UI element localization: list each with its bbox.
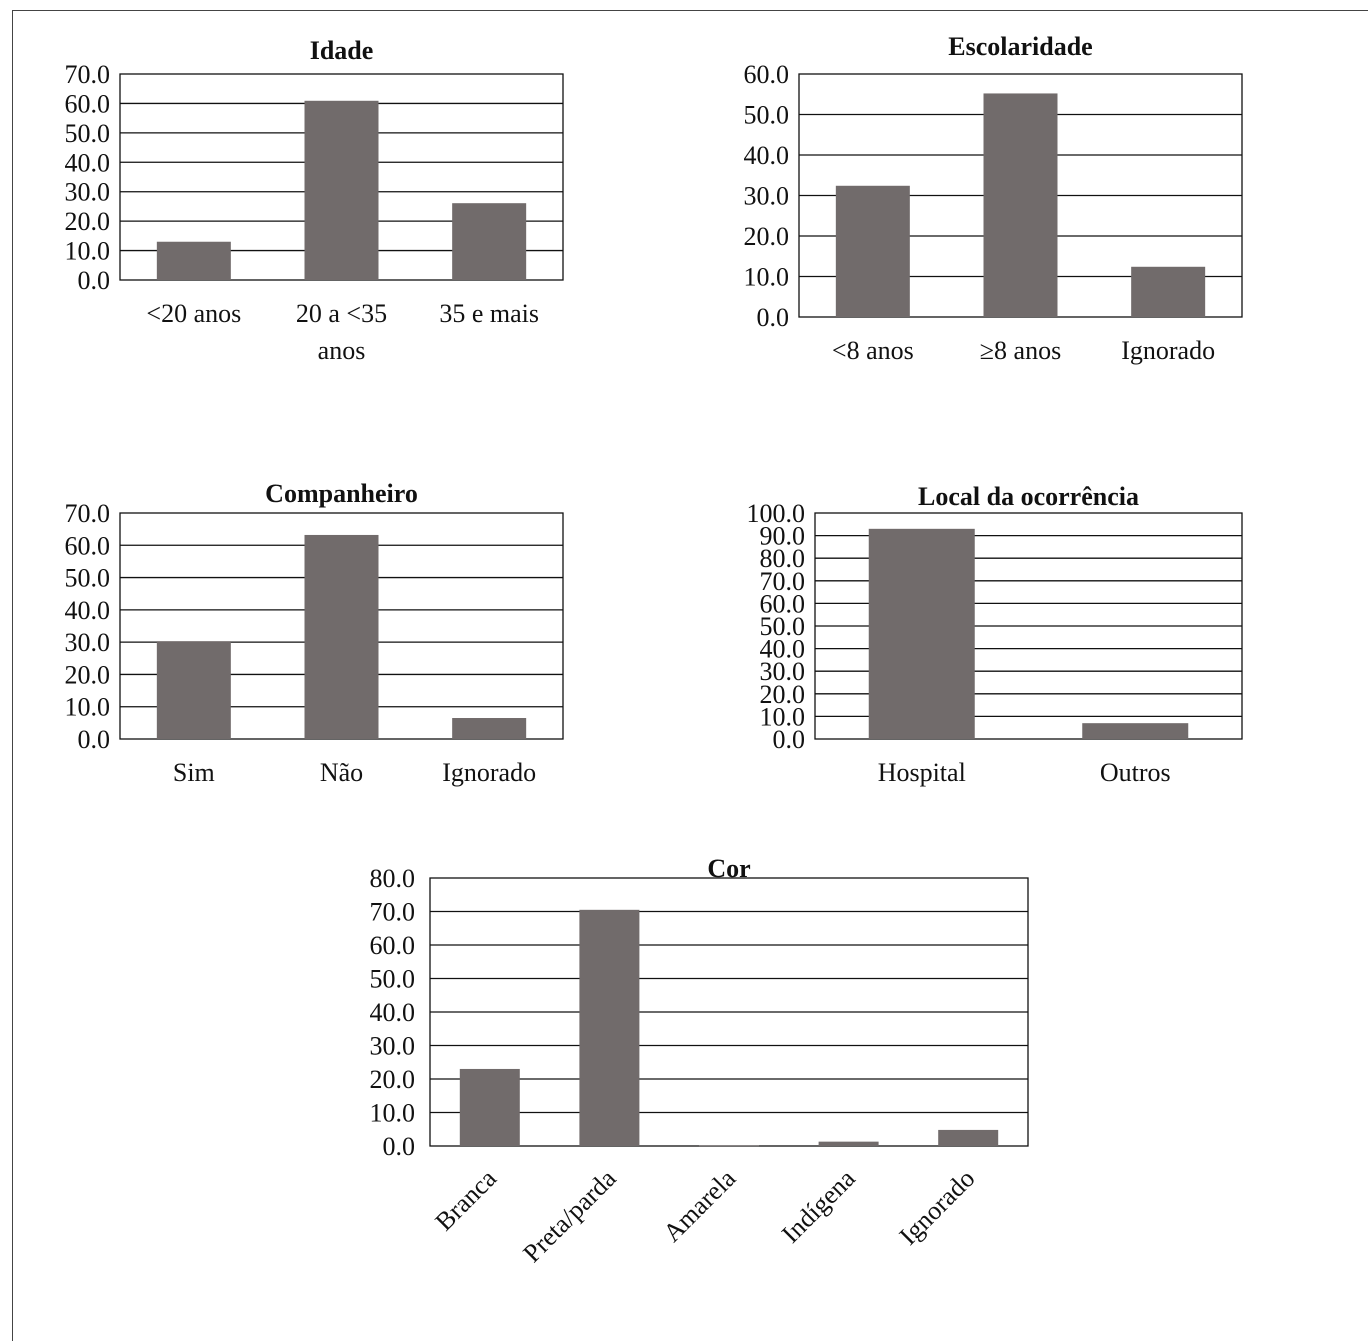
y-tick-label: 30.0 xyxy=(760,657,806,686)
y-tick-label: 40.0 xyxy=(760,635,806,664)
bar xyxy=(304,534,379,739)
y-tick-label: 80.0 xyxy=(760,544,806,573)
chart-escolaridade: Escolaridade 0.0 10.0 20.0 30.0 40.0 50.0 60.0 <… xyxy=(744,32,1243,365)
category-label: Sim xyxy=(173,758,215,787)
category-label: Outros xyxy=(1100,758,1171,787)
y-tick-label: 20.0 xyxy=(744,222,790,251)
y-tick-label: 0.0 xyxy=(78,266,111,295)
chart-idade: Idade 0.010.020.030.040.050.060.070.0 <20 … xyxy=(65,36,564,365)
y-tick-label: 40.0 xyxy=(65,148,111,177)
y-tick-label: 70.0 xyxy=(370,898,416,927)
chart-title: Local da ocorrência xyxy=(918,482,1139,511)
category-label: Ignorado xyxy=(1121,336,1215,365)
y-tick-label: 90.0 xyxy=(760,522,806,551)
y-tick-label: 50.0 xyxy=(65,119,111,148)
chart-local: Local da ocorrência 0.010.020.030.040.050… xyxy=(747,482,1243,787)
bar xyxy=(156,241,231,280)
figure-frame xyxy=(12,10,1368,1341)
bar xyxy=(983,93,1058,317)
y-tick-label: 20.0 xyxy=(65,207,111,236)
bar xyxy=(579,909,640,1146)
chart-title: Cor xyxy=(707,854,750,883)
bar xyxy=(459,1068,520,1146)
y-tick-label: 10.0 xyxy=(760,702,806,731)
y-tick-label: 60.0 xyxy=(65,531,111,560)
chart-title: Idade xyxy=(310,36,374,65)
y-tick-label: 60.0 xyxy=(370,931,416,960)
y-tick-label: 70.0 xyxy=(65,499,111,528)
y-tick-label: 20.0 xyxy=(370,1065,416,1094)
y-tick-label: 0.0 xyxy=(757,303,790,332)
chart-companheiro: Companheiro 0.0 10.0 20.0 30.0 40.0 50.0 60.0 70… xyxy=(65,479,564,787)
y-tick-label: 30.0 xyxy=(370,1032,416,1061)
y-tick-label: 50.0 xyxy=(65,564,111,593)
category-label: Indígena xyxy=(776,1163,861,1248)
y-tick-label: 10.0 xyxy=(65,693,111,722)
y-tick-label: 60.0 xyxy=(744,60,790,89)
y-tick-label: 20.0 xyxy=(760,680,806,709)
bar xyxy=(452,203,527,280)
y-tick-label: 0.0 xyxy=(773,725,806,754)
bar xyxy=(452,718,527,739)
y-tick-label: 80.0 xyxy=(370,864,416,893)
y-tick-label: 70.0 xyxy=(65,60,111,89)
y-tick-label: 40.0 xyxy=(370,998,416,1027)
y-tick-label: 40.0 xyxy=(744,141,790,170)
bar xyxy=(818,1141,879,1146)
y-tick-label: 10.0 xyxy=(370,1099,416,1128)
chart-title: Escolaridade xyxy=(948,32,1092,61)
bar xyxy=(156,641,231,739)
category-label: Ignorado xyxy=(442,758,536,787)
chart-title: Companheiro xyxy=(265,479,418,508)
bar xyxy=(938,1129,999,1146)
y-tick-label: 20.0 xyxy=(65,660,111,689)
category-label: <20 anos xyxy=(146,299,241,328)
y-tick-label: 60.0 xyxy=(760,589,806,618)
y-tick-label: 10.0 xyxy=(744,263,790,292)
category-label: anos xyxy=(318,336,366,365)
y-tick-label: 60.0 xyxy=(65,89,111,118)
y-tick-label: 40.0 xyxy=(65,596,111,625)
y-tick-label: 100.0 xyxy=(747,499,806,528)
bar xyxy=(304,100,379,280)
category-label: Amarela xyxy=(657,1163,741,1247)
category-label: Preta/parda xyxy=(517,1163,622,1268)
y-tick-label: 10.0 xyxy=(65,237,111,266)
category-label: Não xyxy=(320,758,363,787)
category-label: Hospital xyxy=(878,758,966,787)
y-tick-label: 50.0 xyxy=(744,101,790,130)
category-label: Branca xyxy=(429,1163,502,1236)
y-tick-label: 0.0 xyxy=(78,725,111,754)
category-label: 20 a <35 xyxy=(296,299,387,328)
bar xyxy=(868,528,975,739)
category-label: <8 anos xyxy=(832,336,914,365)
bar xyxy=(835,185,910,317)
category-label: ≥8 anos xyxy=(980,336,1061,365)
bar xyxy=(1082,723,1189,739)
y-tick-label: 50.0 xyxy=(370,965,416,994)
y-tick-label: 70.0 xyxy=(760,567,806,596)
chart-cor: Cor 0.0 10.0 20.0 30.0 40.0 50.0 60.0 70.0 80.0 Br… xyxy=(370,854,1029,1268)
y-tick-label: 50.0 xyxy=(760,612,806,641)
y-tick-label: 0.0 xyxy=(383,1132,416,1161)
bar xyxy=(699,1145,759,1147)
y-tick-label: 30.0 xyxy=(65,628,111,657)
y-tick-label: 30.0 xyxy=(65,178,111,207)
category-label: 35 e mais xyxy=(439,299,539,328)
bar xyxy=(1131,266,1206,317)
plot-area-frame xyxy=(814,512,1243,740)
y-tick-label: 30.0 xyxy=(744,182,790,211)
category-label: Ignorado xyxy=(894,1164,981,1251)
